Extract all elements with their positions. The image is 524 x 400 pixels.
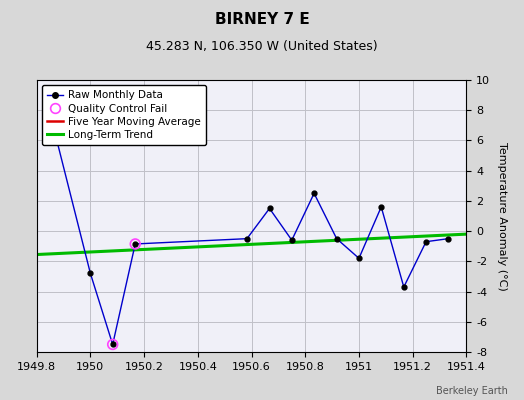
Line: Raw Monthly Data: Raw Monthly Data bbox=[54, 138, 451, 347]
Raw Monthly Data bbox=[132, 242, 138, 246]
Text: Berkeley Earth: Berkeley Earth bbox=[436, 386, 508, 396]
Text: 45.283 N, 106.350 W (United States): 45.283 N, 106.350 W (United States) bbox=[146, 40, 378, 53]
Raw Monthly Data bbox=[311, 191, 317, 196]
Raw Monthly Data bbox=[401, 285, 407, 290]
Point bbox=[131, 241, 139, 247]
Raw Monthly Data bbox=[423, 239, 429, 244]
Raw Monthly Data bbox=[378, 204, 385, 209]
Raw Monthly Data bbox=[356, 256, 362, 261]
Raw Monthly Data bbox=[289, 238, 295, 242]
Text: BIRNEY 7 E: BIRNEY 7 E bbox=[215, 12, 309, 27]
Point bbox=[108, 341, 117, 348]
Raw Monthly Data bbox=[87, 271, 93, 276]
Y-axis label: Temperature Anomaly (°C): Temperature Anomaly (°C) bbox=[497, 142, 507, 290]
Raw Monthly Data bbox=[266, 206, 272, 211]
Raw Monthly Data bbox=[445, 236, 452, 241]
Legend: Raw Monthly Data, Quality Control Fail, Five Year Moving Average, Long-Term Tren: Raw Monthly Data, Quality Control Fail, … bbox=[42, 85, 206, 145]
Raw Monthly Data bbox=[110, 342, 116, 347]
Raw Monthly Data bbox=[244, 236, 250, 241]
Raw Monthly Data bbox=[53, 138, 60, 143]
Raw Monthly Data bbox=[333, 236, 340, 241]
